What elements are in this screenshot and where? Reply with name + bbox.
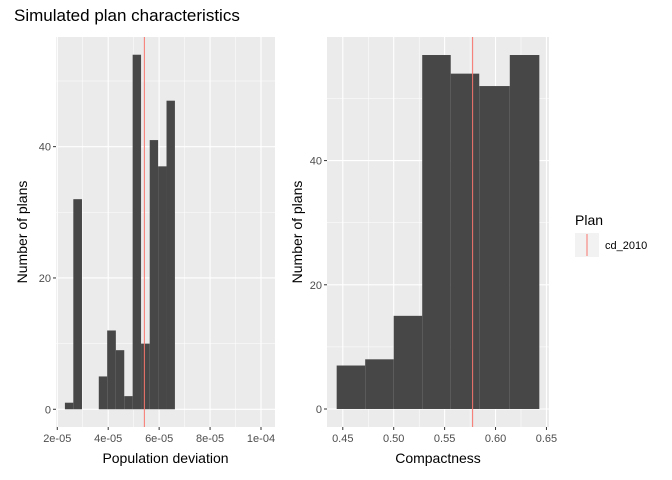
histogram-bar — [479, 86, 510, 409]
x-tick-label: 1e-04 — [247, 433, 275, 445]
panel-population-deviation: 2e-05 4e-05 6e-05 8e-05 1e-04 0 20 40 Population… — [14, 37, 275, 466]
x-tick-label: 8e-05 — [196, 433, 224, 445]
histogram-bar — [141, 343, 150, 410]
histogram-bar — [149, 140, 159, 410]
y-tick-label: 40 — [310, 156, 322, 168]
y-tick-label: 0 — [45, 404, 51, 416]
histogram-bar — [336, 365, 366, 409]
x-tick-label: 2e-05 — [43, 433, 71, 445]
histogram-bar — [107, 330, 116, 410]
histogram-bar — [73, 199, 82, 410]
x-tick-label: 6e-05 — [145, 433, 173, 445]
x-tick-label: 0.65 — [536, 433, 557, 445]
y-tick-label: 20 — [39, 273, 51, 285]
x-axis-title: Compactness — [395, 450, 481, 466]
histogram-bar — [132, 54, 142, 410]
x-tick-label: 0.60 — [485, 433, 506, 445]
x-tick-label: 0.55 — [434, 433, 455, 445]
histogram-bar — [166, 100, 175, 410]
histogram-bar — [98, 376, 108, 410]
x-tick-label: 0.45 — [332, 433, 353, 445]
legend-label: cd_2010 — [605, 240, 647, 252]
histogram-bar — [64, 402, 74, 410]
histogram-bar — [158, 166, 167, 410]
y-axis-title: Number of plans — [289, 181, 305, 284]
legend: Plan cd_2010 — [575, 212, 647, 257]
x-tick-label: 4e-05 — [94, 433, 122, 445]
histogram-bar — [450, 73, 480, 409]
histogram-bar — [509, 55, 540, 409]
histogram-bar — [124, 396, 133, 410]
y-tick-label: 40 — [39, 142, 51, 154]
histogram-bar — [365, 359, 394, 409]
panel-compactness: 0.45 0.50 0.55 0.60 0.65 0 20 40 Compactness Numb… — [289, 37, 557, 466]
x-tick-label: 0.50 — [383, 433, 404, 445]
chart-title: Simulated plan characteristics — [14, 6, 240, 25]
y-axis-title: Number of plans — [14, 181, 30, 284]
y-tick-label: 0 — [316, 404, 322, 416]
histogram-bar — [422, 55, 451, 409]
y-tick-label: 20 — [310, 280, 322, 292]
histogram-bar — [115, 350, 125, 410]
legend-title: Plan — [575, 212, 603, 228]
x-axis-title: Population deviation — [102, 450, 228, 466]
histogram-bar — [393, 315, 423, 409]
